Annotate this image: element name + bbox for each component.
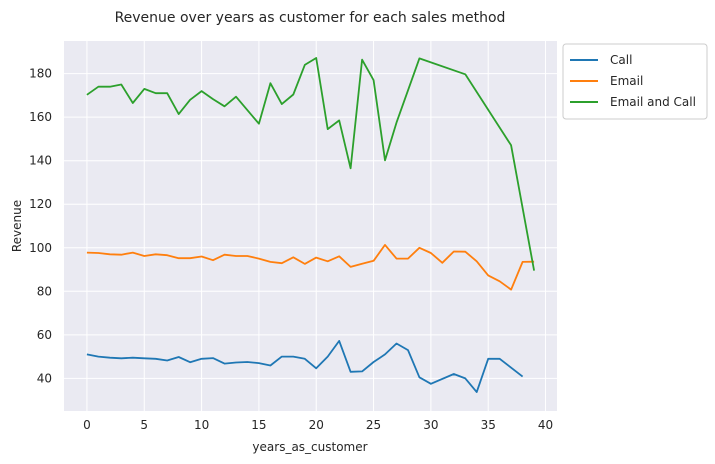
x-axis-label: years_as_customer — [252, 440, 367, 454]
legend: Call Email Email and Call — [562, 43, 708, 120]
series-line-email — [86, 243, 535, 291]
x-tick-label: 15 — [251, 418, 266, 432]
x-tick-label: 25 — [366, 418, 381, 432]
series-lines — [86, 57, 535, 394]
x-tick-label: 30 — [423, 418, 438, 432]
series-line-email-and-call — [86, 57, 535, 271]
x-tick-label: 35 — [481, 418, 496, 432]
y-tick-label: 180 — [29, 67, 52, 81]
x-tick-label: 10 — [194, 418, 209, 432]
y-tick-label: 160 — [29, 110, 52, 124]
chart-title: Revenue over years as customer for each … — [115, 10, 506, 26]
x-tick-label: 0 — [83, 418, 91, 432]
series-line-call — [86, 339, 524, 394]
plot-area — [64, 41, 557, 411]
legend-label-email: Email — [610, 74, 643, 88]
legend-box — [562, 43, 708, 120]
y-tick-label: 80 — [37, 284, 52, 298]
x-tick-label: 5 — [140, 418, 148, 432]
tick-labels: 0 5 10 15 20 25 30 35 40 40 60 80 100 120 140 160 180 — [29, 67, 553, 432]
y-tick-label: 100 — [29, 241, 52, 255]
y-tick-label: 120 — [29, 197, 52, 211]
y-tick-label: 40 — [37, 371, 52, 385]
x-tick-label: 40 — [538, 418, 553, 432]
y-tick-label: 140 — [29, 154, 52, 168]
legend-label-email-and-call: Email and Call — [610, 95, 696, 109]
y-tick-label: 60 — [37, 328, 52, 342]
y-axis-label: Revenue — [10, 200, 24, 252]
x-tick-label: 20 — [309, 418, 324, 432]
grid-lines — [64, 41, 557, 411]
legend-label-call: Call — [610, 53, 632, 67]
